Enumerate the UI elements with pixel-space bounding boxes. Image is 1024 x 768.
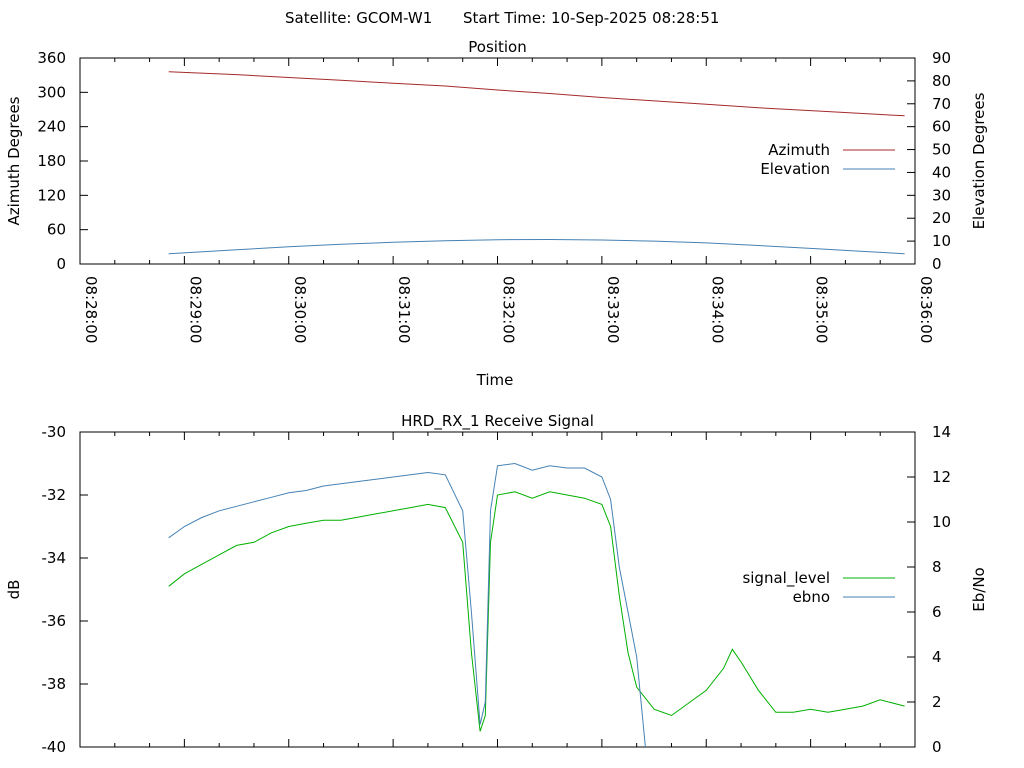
x-tick-label: 08:35:00 [813,276,831,343]
y-tick-label: 60 [47,221,66,239]
y-tick-label: -34 [42,549,67,567]
legend-label: ebno [793,588,830,606]
x-tick-label: 08:36:00 [917,276,935,343]
chart-title: Position [468,38,526,56]
series-line-ebno [168,462,646,748]
y-tick-label: -32 [42,486,67,504]
plot-frame [79,431,916,748]
satellite-title: Satellite: GCOM-W1 [285,9,432,27]
x-tick-label: 08:33:00 [604,276,622,343]
y-tick-label: -36 [42,612,67,630]
y2-tick-label: 14 [932,423,951,441]
y-tick-label: 120 [37,186,66,204]
y2-axis-label: Eb/No [970,567,988,611]
y2-tick-label: 80 [932,72,951,90]
y-tick-label: 0 [56,255,66,273]
y-axis-label: Azimuth Degrees [5,96,23,225]
series-line-signal-level [168,491,905,732]
y2-axis-label: Elevation Degrees [970,92,988,229]
y-tick-label: -40 [42,738,67,756]
y2-tick-label: 10 [932,232,951,250]
x-tick-label: 08:31:00 [395,276,413,343]
y2-tick-label: 50 [932,141,951,159]
y2-tick-label: 12 [932,468,951,486]
y2-tick-label: 2 [932,693,942,711]
receive-signal-chart: HRD_RX_1 Receive Signal -40 -38 -36 -34 -32 -3… [5,412,988,756]
series-line-elevation [168,238,905,255]
legend-label: Azimuth [768,141,830,159]
y2-tick-label: 6 [932,603,942,621]
y2-tick-label: 0 [932,738,942,756]
legend-label: Elevation [760,160,830,178]
y2-tick-label: 8 [932,558,942,576]
y2-tick-label: 10 [932,513,951,531]
y2-tick-label: 90 [932,49,951,67]
x-tick-label: 08:28:00 [82,276,100,343]
x-tick-label: 08:30:00 [291,276,309,343]
x-tick-label: 08:34:00 [708,276,726,343]
y-tick-label: -30 [42,423,67,441]
y2-tick-label: 30 [932,186,951,204]
y2-tick-label: 0 [932,255,942,273]
start-time-title: Start Time: 10-Sep-2025 08:28:51 [463,9,719,27]
x-tick-label: 08:29:00 [186,276,204,343]
position-chart: Position 08:28:00 08:29:00 08:30:00 08:31:00… [5,38,988,389]
y-tick-label: 180 [37,152,66,170]
y-tick-label: -38 [42,675,67,693]
x-axis-label: Time [476,371,514,389]
x-tick-label: 08:32:00 [500,276,518,343]
y-tick-label: 240 [37,118,66,136]
y-tick-label: 360 [37,49,66,67]
chart-title: HRD_RX_1 Receive Signal [401,412,594,431]
y-axis-label: dB [5,580,23,600]
y2-tick-label: 60 [932,118,951,136]
y2-tick-label: 20 [932,209,951,227]
y-tick-label: 300 [37,83,66,101]
series-line-azimuth [168,71,905,117]
legend-label: signal_level [742,569,830,588]
y2-tick-label: 40 [932,163,951,181]
y2-tick-label: 4 [932,648,942,666]
y2-tick-label: 70 [932,95,951,113]
